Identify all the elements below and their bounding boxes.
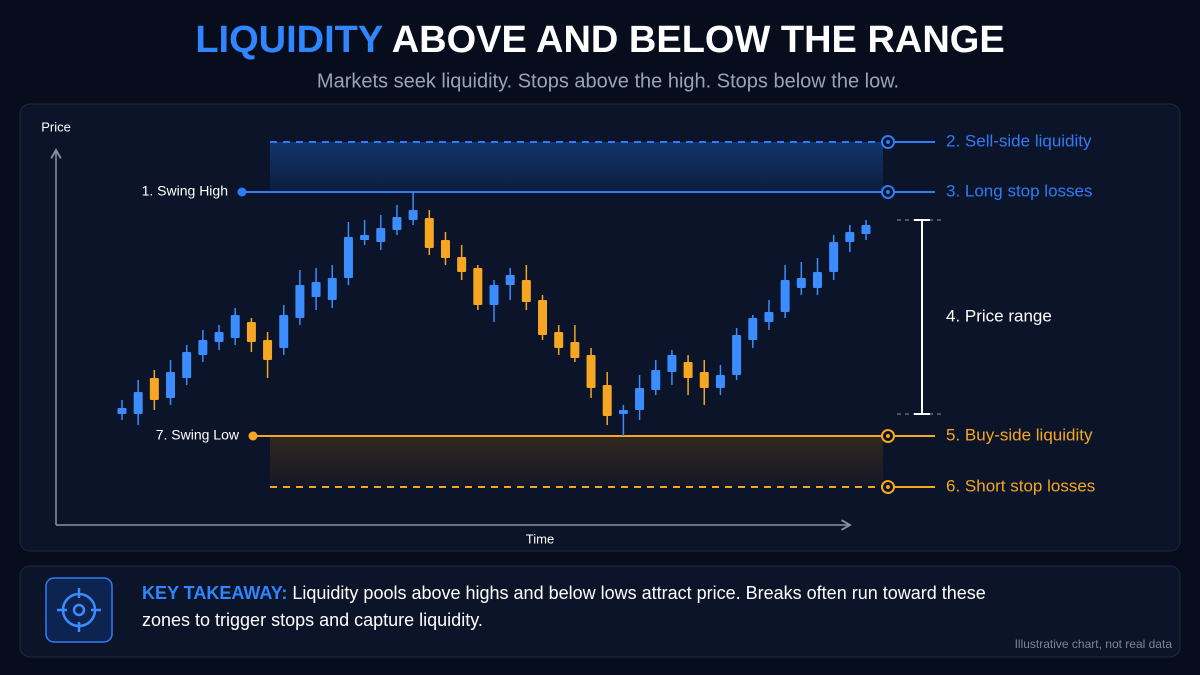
candle-body — [683, 362, 693, 378]
candle-body — [829, 242, 839, 272]
range-label: 4. Price range — [946, 306, 1052, 325]
candle-body — [554, 332, 564, 348]
note: Illustrative chart, not real data — [1015, 637, 1173, 651]
callout-dot — [886, 485, 890, 489]
candle-body — [586, 355, 596, 388]
level-marker-label: 1. Swing High — [142, 183, 228, 199]
candle-body — [360, 235, 370, 240]
candle-body — [473, 268, 483, 305]
candle-body — [376, 228, 386, 242]
candle-body — [392, 217, 402, 230]
takeaway: KEY TAKEAWAY: Liquidity pools above high… — [142, 580, 1022, 634]
callout-dot — [886, 190, 890, 194]
candle-body — [521, 280, 531, 302]
liquidity-zone — [270, 436, 883, 487]
candle-body — [699, 372, 709, 388]
callout-dot — [886, 140, 890, 144]
level-marker-label: 7. Swing Low — [156, 427, 240, 443]
candle-body — [796, 278, 806, 288]
candle-body — [602, 385, 612, 416]
candle-body — [117, 408, 127, 414]
level-label: 6. Short stop losses — [946, 476, 1095, 495]
candle-body — [780, 280, 790, 312]
candle-body — [748, 318, 758, 340]
level-dot — [237, 187, 247, 197]
y-axis-label: Price — [41, 119, 71, 134]
candle-body — [424, 218, 434, 248]
title: LIQUIDITY ABOVE AND BELOW THE RANGE — [195, 19, 1004, 61]
candle-body — [651, 370, 661, 390]
level-label: 5. Buy-side liquidity — [946, 425, 1093, 444]
candle-body — [295, 285, 305, 318]
candle-body — [570, 342, 580, 358]
icon-box — [45, 577, 113, 643]
candle-body — [732, 335, 742, 375]
candle-body — [198, 340, 208, 355]
candle-body — [343, 237, 353, 278]
liquidity-zone — [270, 142, 883, 192]
level-dot — [248, 431, 258, 441]
candle-body — [715, 375, 725, 388]
candle-body — [279, 315, 289, 348]
candle-body — [440, 240, 450, 258]
candle-body — [149, 378, 159, 400]
subtitle: Markets seek liquidity. Stops above the … — [317, 70, 899, 92]
footer-panel — [19, 565, 1181, 658]
target-icon — [57, 588, 101, 632]
candle-body — [230, 315, 240, 338]
candle-body — [408, 210, 418, 220]
level-label: 2. Sell-side liquidity — [946, 131, 1092, 150]
candle-body — [618, 410, 628, 414]
candle-body — [311, 282, 321, 297]
candle-body — [812, 272, 822, 288]
candle-body — [166, 372, 176, 398]
candle-body — [457, 257, 467, 272]
candle-body — [214, 332, 224, 342]
candle-body — [327, 278, 337, 300]
candle-body — [845, 232, 855, 242]
candle-body — [538, 300, 548, 335]
takeaway-text: Liquidity pools above highs and below lo… — [142, 583, 986, 630]
candle-body — [263, 340, 273, 360]
candle-body — [182, 352, 192, 378]
candle-body — [764, 312, 774, 322]
candle-body — [489, 285, 499, 305]
candle-body — [667, 355, 677, 372]
candle-body — [505, 275, 515, 285]
candle-body — [133, 392, 143, 414]
takeaway-label: KEY TAKEAWAY: — [142, 583, 288, 603]
level-label: 3. Long stop losses — [946, 181, 1092, 200]
candle-body — [246, 322, 256, 342]
candle-body — [635, 388, 645, 410]
x-axis-label: Time — [526, 531, 554, 546]
callout-dot — [886, 434, 890, 438]
title-rest: ABOVE AND BELOW THE RANGE — [392, 19, 1005, 61]
candle-body — [861, 225, 871, 234]
title-highlight: LIQUIDITY — [195, 19, 383, 61]
